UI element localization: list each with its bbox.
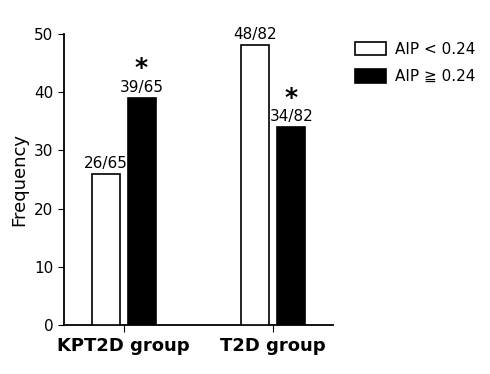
Text: *: * bbox=[135, 56, 148, 80]
Text: *: * bbox=[285, 86, 298, 110]
Y-axis label: Frequency: Frequency bbox=[10, 133, 28, 226]
Bar bbox=[127, 98, 155, 325]
Text: 39/65: 39/65 bbox=[120, 80, 164, 95]
Bar bbox=[242, 45, 270, 325]
Bar bbox=[92, 174, 120, 325]
Bar bbox=[277, 127, 305, 325]
Legend: AIP < 0.24, AIP ≧ 0.24: AIP < 0.24, AIP ≧ 0.24 bbox=[349, 36, 481, 90]
Text: 34/82: 34/82 bbox=[270, 109, 313, 124]
Text: 26/65: 26/65 bbox=[84, 156, 127, 171]
Text: 48/82: 48/82 bbox=[234, 27, 277, 42]
